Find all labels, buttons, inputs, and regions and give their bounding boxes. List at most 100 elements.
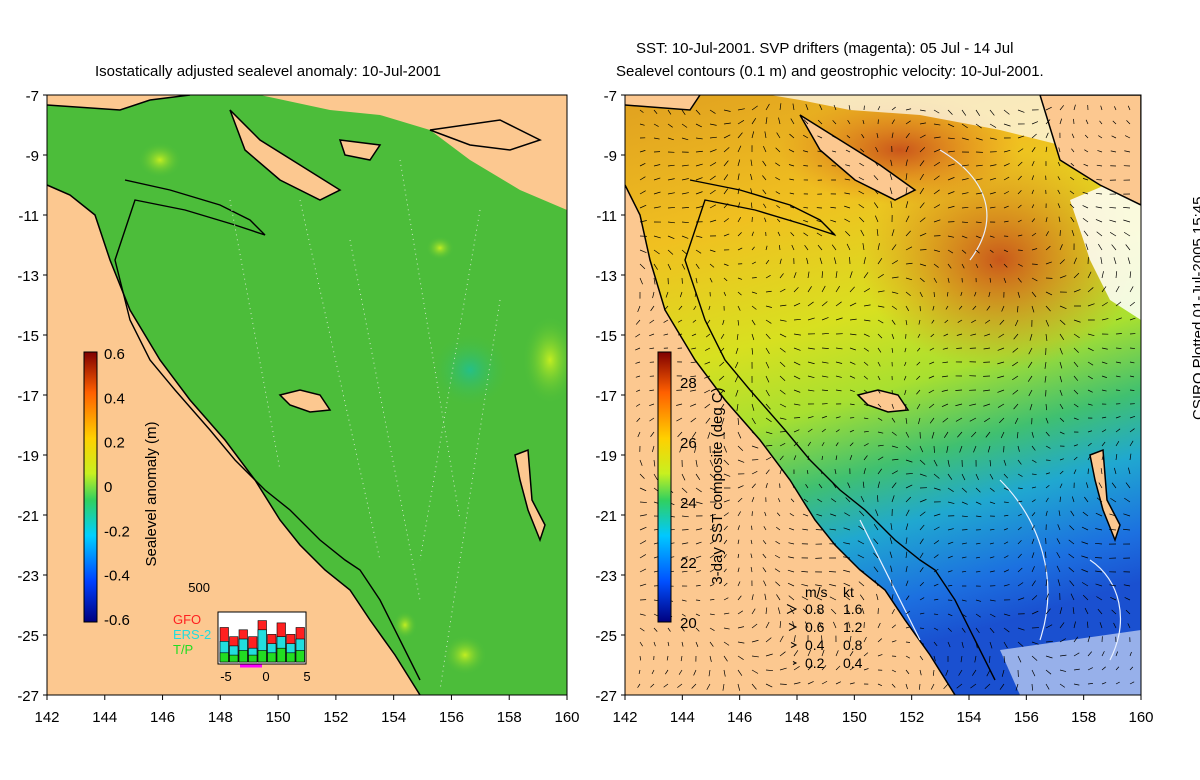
velocity-arrow (1017, 567, 1023, 573)
velocity-key-arrow (790, 642, 798, 648)
velocity-arrow (1031, 189, 1034, 195)
velocity-arrow (765, 456, 772, 461)
velocity-arrow (1044, 361, 1047, 369)
velocity-arrow (1045, 579, 1048, 587)
velocity-arrow (681, 570, 688, 573)
velocity-arrow (1114, 467, 1117, 475)
velocity-arrow (835, 317, 843, 321)
velocity-arrow (709, 175, 716, 181)
velocity-arrow (955, 417, 963, 422)
velocity-arrow (709, 189, 716, 195)
velocity-arrow (639, 109, 644, 113)
velocity-arrow (919, 511, 926, 517)
velocity-arrow (863, 430, 869, 433)
velocity-arrow (652, 445, 655, 453)
velocity-arrow (705, 333, 711, 338)
velocity-arrow (999, 417, 1005, 424)
velocity-arrow (737, 669, 743, 676)
velocity-arrow (750, 539, 753, 545)
lon-tick-label: 158 (497, 709, 522, 726)
velocity-arrow (709, 569, 715, 573)
velocity-arrow (793, 635, 796, 643)
velocity-arrow (1073, 257, 1077, 265)
velocity-arrow (1101, 416, 1107, 419)
velocity-arrow (695, 487, 702, 493)
velocity-arrow (779, 443, 786, 447)
velocity-arrow (750, 566, 753, 573)
velocity-arrow (1017, 627, 1025, 631)
velocity-arrow (877, 375, 881, 381)
velocity-arrow (821, 317, 829, 321)
velocity-arrow (1127, 623, 1131, 629)
velocity-arrow (695, 150, 703, 153)
velocity-arrow (975, 249, 980, 254)
velocity-arrow (877, 106, 881, 111)
velocity-arrow (961, 487, 968, 493)
velocity-arrow (975, 235, 981, 239)
velocity-arrow (859, 162, 865, 167)
velocity-arrow (858, 177, 865, 181)
lat-tick-label: -13 (595, 268, 617, 285)
velocity-arrow (709, 487, 717, 491)
velocity-arrow (762, 189, 767, 195)
velocity-arrow (1017, 459, 1022, 465)
velocity-arrow (653, 235, 661, 239)
velocity-arrow (975, 571, 981, 573)
velocity-arrow (789, 133, 795, 139)
velocity-arrow (792, 621, 795, 629)
velocity-arrow (957, 319, 963, 323)
velocity-arrow (751, 291, 758, 294)
velocity-arrow (989, 627, 995, 634)
velocity-arrow (905, 146, 909, 153)
velocity-arrow (933, 487, 941, 491)
colorbar-tick-label: 0.6 (104, 346, 125, 363)
velocity-arrow (877, 683, 883, 687)
velocity-arrow (1017, 597, 1025, 601)
velocity-arrow (1003, 149, 1011, 153)
velocity-arrow (779, 403, 787, 408)
velocity-key-arrow (792, 661, 798, 665)
left-map-area (47, 95, 567, 695)
velocity-arrow (793, 455, 797, 461)
velocity-arrow (639, 627, 645, 632)
velocity-arrow (1045, 333, 1048, 341)
velocity-arrow (877, 431, 884, 434)
velocity-arrow (919, 291, 923, 298)
velocity-arrow (1017, 219, 1022, 223)
velocity-arrow (863, 375, 868, 380)
lat-tick-label: -23 (17, 568, 39, 585)
velocity-arrow (1059, 105, 1064, 111)
velocity-arrow (1101, 429, 1107, 433)
velocity-arrow (762, 540, 767, 545)
velocity-arrow (891, 132, 894, 139)
velocity-arrow (1069, 203, 1075, 209)
velocity-arrow (916, 403, 921, 410)
velocity-arrow (681, 641, 684, 647)
velocity-arrow (1101, 682, 1107, 685)
velocity-arrow (667, 263, 672, 270)
velocity-arrow (764, 217, 767, 223)
velocity-arrow (704, 375, 711, 379)
velocity-arrow (681, 164, 689, 167)
velocity-arrow (989, 137, 997, 140)
velocity-arrow (960, 655, 963, 663)
velocity-arrow (723, 188, 729, 195)
velocity-arrow (863, 257, 866, 265)
velocity-arrow (831, 150, 837, 153)
lon-tick-label: 142 (612, 709, 637, 726)
velocity-arrow (891, 445, 898, 449)
velocity-arrow (849, 403, 855, 406)
velocity-arrow (751, 623, 758, 629)
velocity-arrow (1101, 454, 1104, 461)
velocity-arrow (689, 389, 697, 392)
velocity-arrow (843, 527, 851, 531)
velocity-arrow (708, 669, 711, 677)
velocity-arrow (891, 669, 897, 673)
velocity-arrow (916, 375, 921, 380)
velocity-arrow (763, 580, 767, 587)
velocity-arrow (1110, 497, 1117, 503)
velocity-arrow (1073, 456, 1078, 461)
velocity-arrow (1082, 191, 1089, 195)
velocity-arrow (860, 148, 865, 153)
velocity-arrow (667, 207, 676, 209)
